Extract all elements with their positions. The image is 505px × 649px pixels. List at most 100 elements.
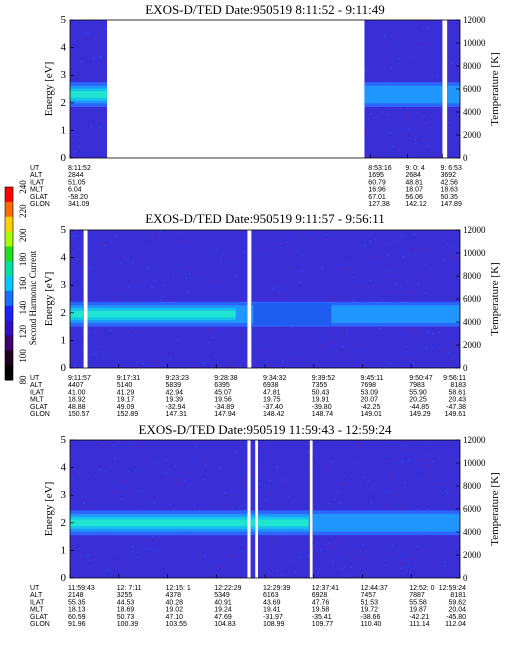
noise-pixel [393, 25, 395, 28]
table-cell: 6163 [263, 592, 279, 599]
noise-pixel [177, 92, 180, 94]
y2-tick-label: 10000 [463, 458, 486, 468]
noise-pixel [340, 454, 343, 456]
noise-pixel [112, 255, 115, 257]
noise-pixel [368, 480, 370, 482]
noise-pixel [353, 109, 355, 111]
noise-pixel [402, 256, 405, 258]
noise-pixel [451, 538, 454, 540]
noise-pixel [441, 30, 444, 32]
noise-pixel [228, 129, 231, 131]
noise-pixel [83, 287, 86, 290]
noise-pixel [427, 145, 429, 147]
noise-pixel [301, 270, 304, 272]
noise-pixel [243, 363, 245, 366]
noise-pixel [140, 568, 143, 570]
noise-pixel [405, 298, 408, 300]
noise-pixel [70, 297, 72, 300]
noise-pixel [346, 116, 348, 118]
noise-pixel [248, 271, 251, 273]
noise-pixel [383, 298, 385, 300]
table-cell: 142.12 [405, 201, 427, 208]
noise-pixel [311, 239, 314, 241]
noise-pixel [193, 60, 196, 62]
noise-pixel [405, 566, 408, 568]
noise-pixel [292, 42, 295, 44]
noise-pixel [264, 537, 267, 539]
y2-tick-label: 12000 [463, 225, 486, 235]
noise-pixel [96, 443, 98, 445]
noise-pixel [271, 89, 273, 91]
noise-pixel [114, 105, 117, 107]
table-cell: 7457 [361, 592, 377, 599]
noise-pixel [374, 238, 377, 240]
table-cell: 147.94 [214, 411, 236, 418]
noise-pixel [343, 349, 345, 351]
noise-pixel [231, 507, 234, 509]
y2-tick-label: 2000 [463, 340, 482, 350]
noise-pixel [414, 330, 416, 332]
noise-pixel [155, 360, 157, 362]
noise-pixel [274, 537, 276, 539]
noise-pixel [387, 270, 390, 272]
y-tick-label: 4 [61, 42, 67, 54]
noise-pixel [289, 83, 291, 85]
table-cell: 19.87 [409, 607, 427, 614]
noise-pixel [357, 151, 360, 154]
noise-pixel [103, 244, 106, 247]
noise-pixel [312, 266, 315, 268]
noise-pixel [172, 277, 175, 279]
noise-pixel [410, 57, 413, 59]
noise-pixel [450, 69, 452, 71]
noise-pixel [415, 459, 417, 461]
noise-pixel [301, 254, 304, 256]
noise-pixel [117, 48, 119, 50]
noise-pixel [407, 132, 410, 134]
table-cell: -32.94 [166, 404, 186, 411]
noise-pixel [412, 249, 415, 251]
noise-pixel [418, 457, 420, 459]
table-row-label: MLT [30, 607, 44, 614]
table-cell: 67.01 [368, 194, 386, 201]
noise-pixel [104, 471, 107, 473]
noise-pixel [414, 142, 417, 145]
noise-pixel [84, 495, 87, 497]
noise-pixel [228, 503, 230, 506]
colorbar-segment [5, 231, 13, 247]
noise-pixel [383, 34, 386, 36]
noise-pixel [192, 20, 195, 22]
noise-pixel [90, 59, 93, 61]
table-cell: 20.25 [409, 397, 427, 404]
table-row-label: UT [30, 585, 40, 592]
noise-pixel [365, 70, 367, 72]
noise-pixel [334, 498, 336, 501]
noise-pixel [156, 232, 158, 234]
noise-pixel [141, 445, 144, 447]
y-tick-label: 3 [61, 69, 67, 81]
noise-pixel [141, 135, 144, 137]
noise-pixel [83, 502, 86, 504]
y2-axis-label: Temperature [K] [489, 472, 501, 545]
noise-pixel [417, 274, 419, 277]
noise-pixel [452, 276, 455, 278]
spectrogram-background [70, 440, 460, 578]
noise-pixel [93, 353, 96, 356]
noise-pixel [385, 290, 387, 292]
noise-pixel [348, 88, 350, 90]
table-cell: 5839 [166, 382, 182, 389]
noise-pixel [449, 503, 452, 506]
noise-pixel [414, 138, 416, 141]
table-cell: 6928 [312, 592, 328, 599]
noise-pixel [141, 490, 144, 492]
noise-pixel [304, 119, 306, 122]
noise-pixel [101, 243, 104, 245]
noise-pixel [368, 450, 371, 452]
noise-pixel [425, 248, 428, 250]
table-cell: -42.25 [361, 404, 381, 411]
spectrogram-area [70, 440, 460, 578]
noise-pixel [186, 339, 188, 341]
noise-pixel [100, 56, 102, 58]
noise-pixel [175, 479, 178, 481]
y2-tick-label: 2000 [463, 130, 482, 140]
noise-pixel [112, 467, 115, 469]
